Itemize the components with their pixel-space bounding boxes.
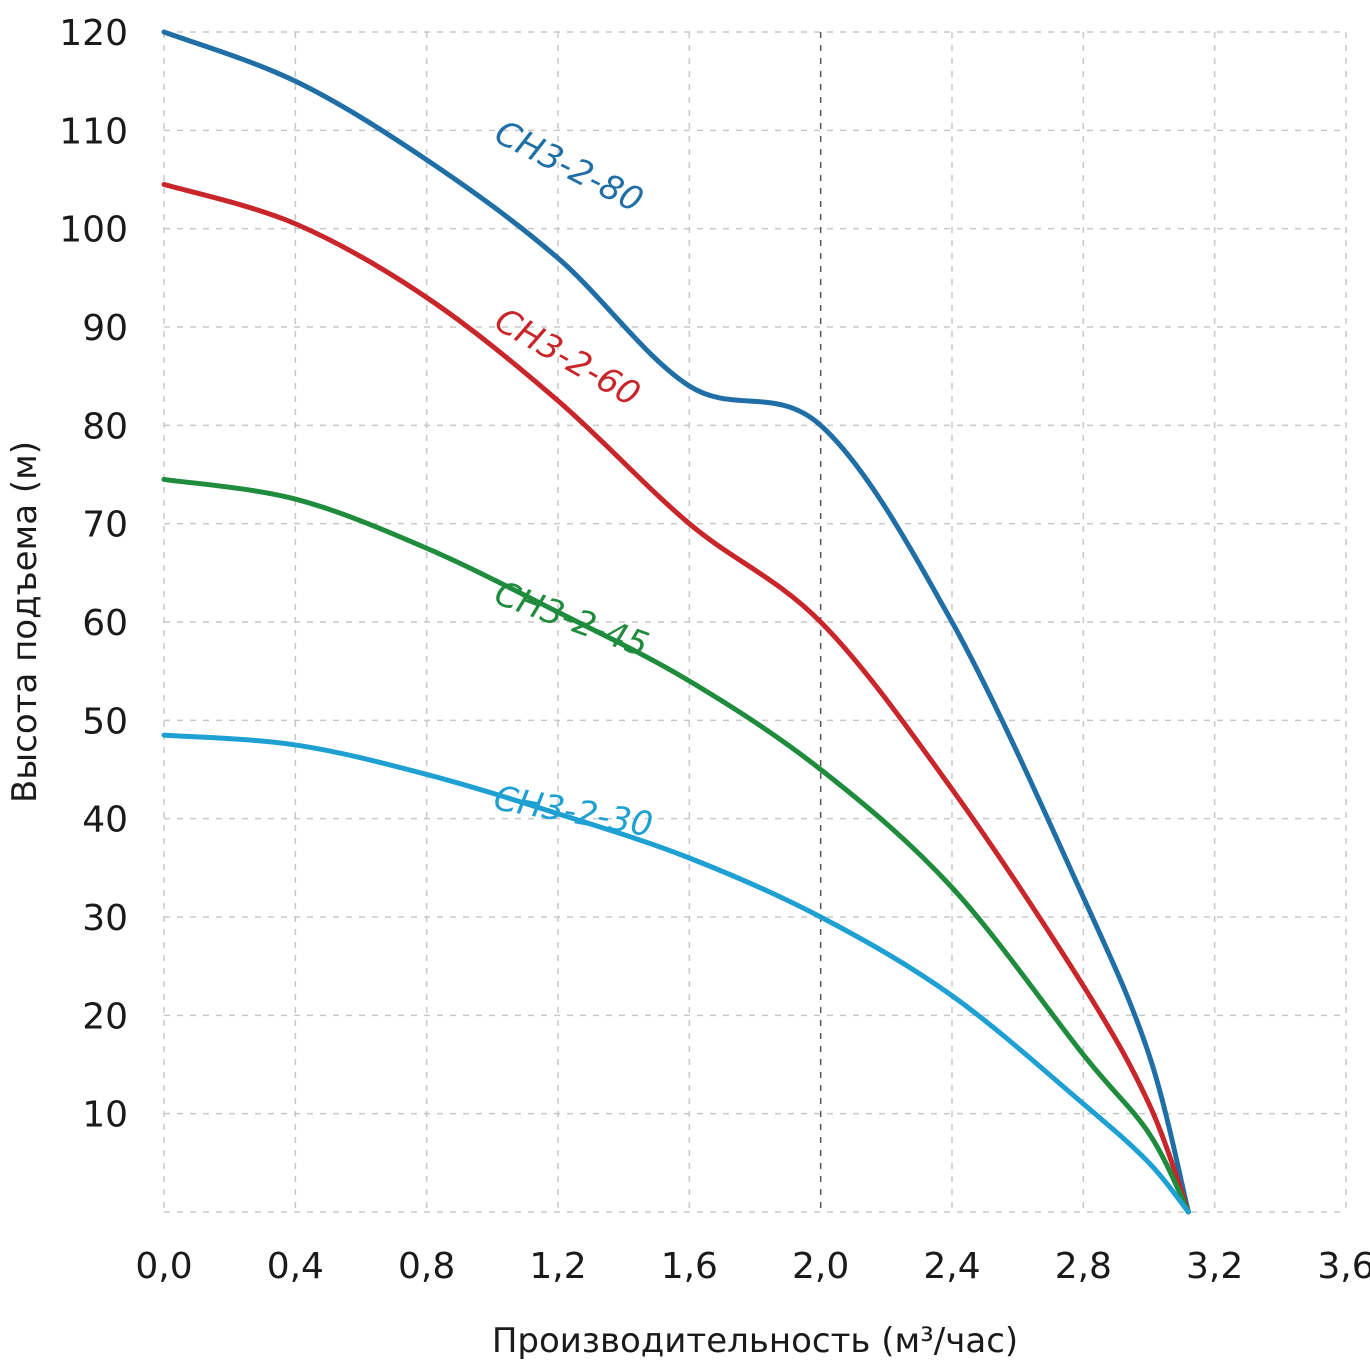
x-tick-label: 1,2: [529, 1246, 586, 1287]
y-tick-label: 110: [59, 111, 128, 152]
y-axis-ticks: 10 20 30 40 50 60 70 80 90 100 110 120: [59, 13, 128, 1136]
series-line-СН3-2-45: [161, 476, 1191, 1215]
y-tick-label: 10: [82, 1095, 128, 1136]
y-tick-label: 100: [59, 210, 128, 251]
x-tick-label: 0,0: [135, 1246, 192, 1287]
x-tick-label: 1,6: [661, 1246, 718, 1287]
series-line-СН3-2-30: [161, 732, 1191, 1215]
y-axis-title: Высота подъема (м): [5, 441, 45, 803]
y-tick-label: 50: [82, 701, 128, 742]
x-tick-label: 2,8: [1055, 1246, 1112, 1287]
x-tick-label: 2,4: [923, 1246, 980, 1287]
x-tick-label: 3,6: [1317, 1246, 1370, 1287]
x-axis-ticks: 0,0 0,4 0,8 1,2 1,6 2,0 2,4 2,8 3,2 3,6: [135, 1246, 1370, 1287]
x-tick-label: 2,0: [792, 1246, 849, 1287]
x-axis-title: Производительность (м³/час): [492, 1321, 1018, 1361]
y-tick-label: 120: [59, 13, 128, 54]
y-tick-label: 60: [82, 603, 128, 644]
y-tick-label: 70: [82, 505, 128, 546]
y-tick-label: 90: [82, 308, 128, 349]
series-line-СН3-2-60: [161, 181, 1191, 1215]
series-curves: [161, 29, 1191, 1215]
grid: [163, 31, 1347, 1213]
x-tick-label: 0,8: [398, 1246, 455, 1287]
x-tick-label: 3,2: [1186, 1246, 1243, 1287]
series-label: СН3-2-45: [489, 573, 653, 665]
y-tick-label: 20: [82, 996, 128, 1037]
series-line-СН3-2-80: [161, 29, 1191, 1215]
series-label: СН3-2-60: [488, 300, 647, 415]
x-tick-label: 0,4: [267, 1246, 324, 1287]
series-label: СН3-2-80: [488, 113, 649, 221]
series-label: СН3-2-30: [491, 778, 656, 845]
y-tick-label: 80: [82, 406, 128, 447]
y-tick-label: 30: [82, 898, 128, 939]
y-tick-label: 40: [82, 800, 128, 841]
